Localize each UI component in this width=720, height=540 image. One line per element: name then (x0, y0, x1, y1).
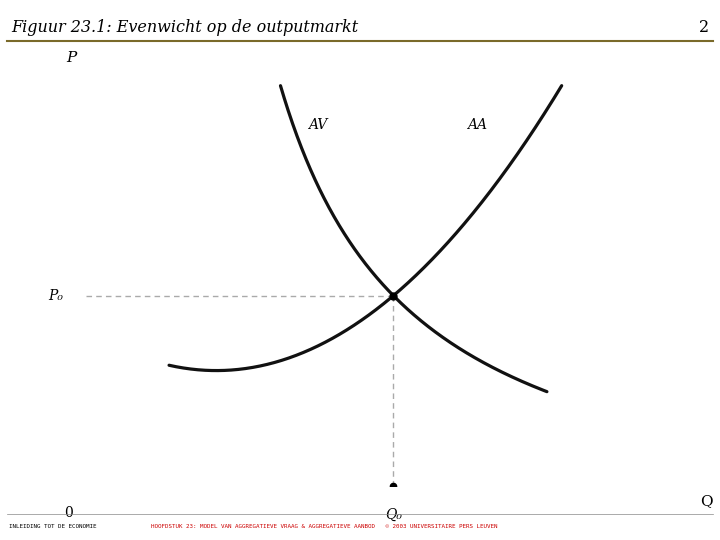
Text: HOOFDSTUK 23: MODEL VAN AGGREGATIEVE VRAAG & AGGREGATIEVE AANBOD   © 2003 UNIVER: HOOFDSTUK 23: MODEL VAN AGGREGATIEVE VRA… (151, 524, 498, 529)
Text: Q: Q (701, 494, 713, 508)
Text: P: P (66, 51, 77, 65)
Text: AA: AA (467, 118, 487, 132)
Text: 0: 0 (64, 507, 73, 520)
Text: AV: AV (307, 118, 327, 132)
Text: P₀: P₀ (48, 289, 63, 302)
Text: Q₀: Q₀ (385, 508, 402, 522)
Text: INLEIDING TOT DE ECONOMIE: INLEIDING TOT DE ECONOMIE (9, 524, 96, 529)
Text: Figuur 23.1: Evenwicht op de outputmarkt: Figuur 23.1: Evenwicht op de outputmarkt (11, 19, 358, 36)
Text: 2: 2 (699, 19, 709, 36)
